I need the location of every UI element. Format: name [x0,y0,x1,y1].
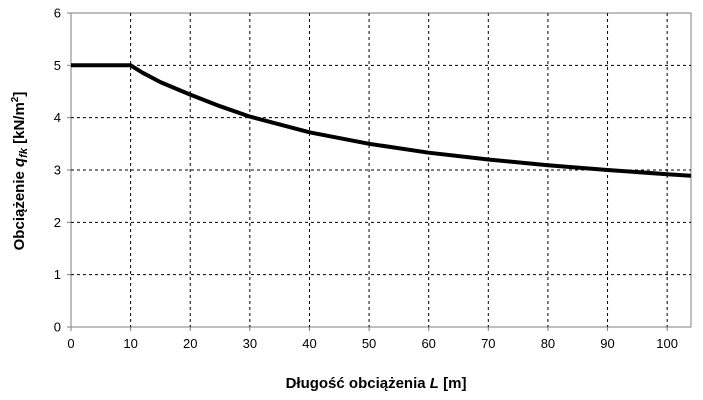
x-tick-label: 90 [600,336,614,351]
y-tick-label: 0 [54,320,61,335]
series-group [71,63,692,178]
y-axis: 0 1 2 3 4 5 6 [54,6,71,335]
x-tick-label: 70 [481,336,495,351]
x-tick-label: 30 [243,336,257,351]
y-tick-label: 4 [54,110,61,125]
y-tick-label: 5 [54,58,61,73]
y-tick-label: 3 [54,163,61,178]
x-tick-label: 40 [302,336,316,351]
x-tick-label: 10 [123,336,137,351]
series-line [71,63,692,178]
x-tick-label: 20 [183,336,197,351]
x-tick-label: 60 [421,336,435,351]
y-tick-label: 6 [54,6,61,21]
x-tick-label: 80 [541,336,555,351]
y-tick-label: 1 [54,267,61,282]
x-axis: 0 10 20 30 40 50 60 70 80 90 100 [67,327,678,351]
y-axis-title: Obciążenie qfk [kN/m2] [10,92,30,251]
x-tick-label: 0 [67,336,74,351]
x-tick-label: 100 [656,336,678,351]
x-tick-label: 50 [362,336,376,351]
y-tick-label: 2 [54,215,61,230]
x-axis-title: Długość obciążenia L [m] [286,375,467,392]
